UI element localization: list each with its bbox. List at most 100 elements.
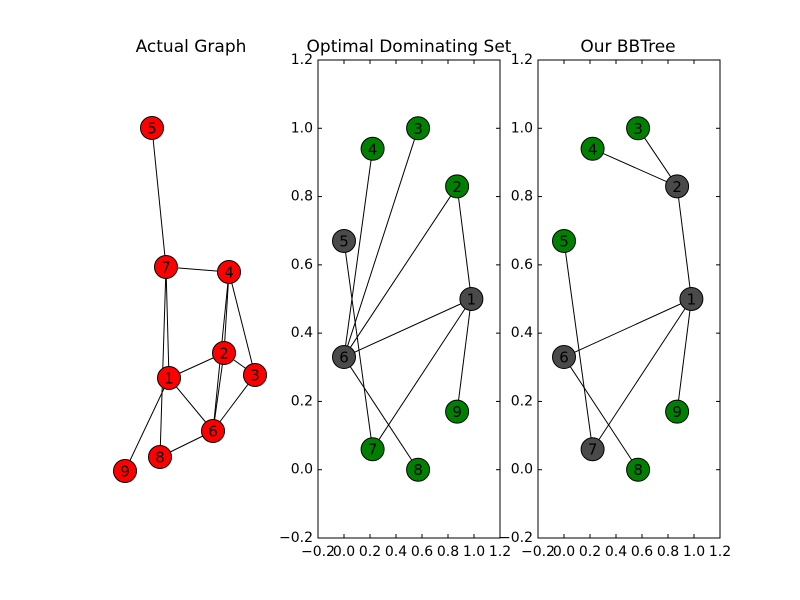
node-label: 3 xyxy=(633,120,643,138)
edge xyxy=(563,298,692,358)
node xyxy=(665,174,690,199)
node xyxy=(580,136,605,161)
x-tick-label: −0.2 xyxy=(301,544,335,560)
chart-title: Actual Graph xyxy=(136,37,247,57)
node-label: 9 xyxy=(120,463,130,481)
y-tick-label: 0.0 xyxy=(291,462,313,478)
node xyxy=(157,366,181,390)
node xyxy=(201,419,225,443)
node-label: 4 xyxy=(368,140,378,158)
edge xyxy=(343,356,419,470)
node-label: 7 xyxy=(161,259,171,277)
edge xyxy=(563,240,594,450)
node-label: 5 xyxy=(339,232,349,250)
edge xyxy=(228,271,256,376)
x-tick-label: 1.0 xyxy=(463,544,485,560)
y-tick-label: 0.0 xyxy=(511,462,533,478)
node-label: 3 xyxy=(250,367,260,385)
node xyxy=(445,399,470,424)
edge xyxy=(676,186,692,300)
chart-title: Optimal Dominating Set xyxy=(307,37,512,57)
node xyxy=(332,228,356,253)
x-tick-label: 0.0 xyxy=(333,544,355,560)
edge xyxy=(165,266,170,379)
x-tick-label: 1.2 xyxy=(709,544,731,560)
edge xyxy=(159,266,167,458)
node xyxy=(360,437,385,462)
node-label: 6 xyxy=(208,423,218,441)
node xyxy=(445,174,470,199)
y-tick-label: 0.2 xyxy=(291,393,313,409)
edge xyxy=(343,148,374,358)
x-tick-label: 1.2 xyxy=(489,544,511,560)
y-tick-label: 0.8 xyxy=(291,189,313,205)
edge xyxy=(151,127,167,268)
edge xyxy=(343,128,419,358)
x-tick-label: 0.4 xyxy=(605,544,627,560)
node-label: 7 xyxy=(588,441,598,459)
node xyxy=(154,255,178,279)
edge xyxy=(372,298,472,450)
y-tick-label: 0.8 xyxy=(511,189,533,205)
edge xyxy=(343,240,374,450)
node-label: 7 xyxy=(368,441,378,459)
node-label: 5 xyxy=(147,120,157,138)
y-tick-label: 1.2 xyxy=(511,52,533,68)
y-tick-label: 0.2 xyxy=(511,393,533,409)
x-tick-label: 0.6 xyxy=(631,544,653,560)
node-label: 6 xyxy=(559,349,569,367)
node-label: 5 xyxy=(559,232,569,250)
edge xyxy=(456,186,472,300)
node-label: 9 xyxy=(452,403,462,421)
node xyxy=(217,260,241,284)
node-label: 9 xyxy=(672,403,682,421)
edge xyxy=(563,356,639,470)
node-label: 8 xyxy=(155,449,165,467)
edge xyxy=(223,271,230,354)
node-label: 2 xyxy=(219,345,229,363)
node-label: 1 xyxy=(687,291,697,309)
node xyxy=(679,287,704,311)
node-label: 1 xyxy=(467,291,477,309)
node xyxy=(148,445,172,469)
node-label: 6 xyxy=(339,349,349,367)
y-tick-label: 0.6 xyxy=(511,257,533,273)
node xyxy=(140,116,164,140)
edge xyxy=(343,186,458,358)
x-tick-label: 0.8 xyxy=(657,544,679,560)
y-tick-label: 1.0 xyxy=(511,120,533,136)
y-tick-label: −0.2 xyxy=(499,530,533,546)
edge xyxy=(592,148,678,187)
x-tick-label: 0.0 xyxy=(553,544,575,560)
node xyxy=(626,457,651,482)
x-tick-label: 0.2 xyxy=(579,544,601,560)
plot-frame xyxy=(317,59,501,539)
edge xyxy=(343,298,472,358)
y-tick-label: 1.2 xyxy=(291,52,313,68)
node xyxy=(406,457,431,482)
edge xyxy=(592,298,692,450)
node-label: 2 xyxy=(452,178,462,196)
node xyxy=(552,228,576,253)
node xyxy=(626,116,651,141)
node xyxy=(243,363,267,387)
node xyxy=(552,345,576,370)
x-tick-label: 1.0 xyxy=(683,544,705,560)
edge xyxy=(676,298,692,412)
edge xyxy=(456,298,472,412)
x-tick-label: 0.2 xyxy=(359,544,381,560)
plot-frame xyxy=(537,59,721,539)
node-label: 3 xyxy=(413,120,423,138)
node-label: 4 xyxy=(224,264,234,282)
chart-title: Our BBTree xyxy=(580,37,675,57)
node xyxy=(360,136,385,161)
edge xyxy=(124,377,170,472)
node xyxy=(665,399,690,424)
node xyxy=(406,116,431,141)
node-label: 4 xyxy=(588,140,598,158)
y-tick-label: 0.6 xyxy=(291,257,313,273)
y-tick-label: 0.4 xyxy=(511,325,533,341)
node-label: 8 xyxy=(633,461,643,479)
node-label: 8 xyxy=(413,461,423,479)
